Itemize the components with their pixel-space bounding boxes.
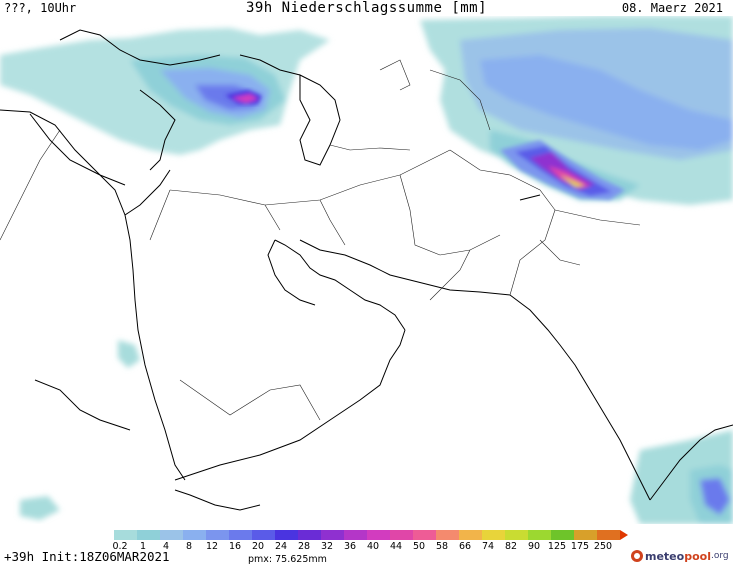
colorbar-segment (275, 530, 298, 540)
colorbar-segment (551, 530, 574, 540)
colorbar-segment (367, 530, 390, 540)
colorbar-tick-label: 82 (504, 541, 518, 552)
forecast-init: +39h Init:18Z06MAR2021 (4, 549, 170, 564)
colorbar-tick-label: 20 (251, 541, 265, 552)
colorbar-segment (413, 530, 436, 540)
colorbar-tick-label: 1 (139, 541, 147, 552)
meteopool-logo[interactable]: meteopool .org (630, 549, 730, 563)
colorbar-segment (206, 530, 229, 540)
colorbar-segment (321, 530, 344, 540)
colorbar-segment (482, 530, 505, 540)
colorbar-segment (505, 530, 528, 540)
colorbar-tick-label: 24 (274, 541, 288, 552)
precip-field-east-africa (20, 340, 140, 520)
precip-field-south-india (630, 430, 733, 524)
precip-field-caucasus-turkey (0, 28, 330, 155)
colorbar-segment (114, 530, 137, 540)
colorbar-tick-label: 0.2 (112, 541, 128, 552)
colorbar-segment (298, 530, 321, 540)
colorbar-tick-label: 50 (412, 541, 426, 552)
colorbar-tick-label: 4 (162, 541, 170, 552)
colorbar-arrow (620, 530, 628, 540)
logo-text-meteo: meteo (645, 549, 685, 563)
colorbar-ticks: 0.2 1 4 8 12 16 20 24 28 32 36 40 44 50 58 66 74 82 90 125 1… (0, 541, 733, 553)
colorbar-segment (390, 530, 413, 540)
colorbar-segment (574, 530, 597, 540)
logo-mark-icon (631, 550, 643, 562)
colorbar-segment (344, 530, 367, 540)
precip-field-pakistan-core (500, 140, 625, 200)
colorbar-tick-label: 175 (570, 541, 590, 552)
colorbar-tick-label: 8 (185, 541, 193, 552)
precip-max: pmx: 75.625mm (248, 554, 327, 565)
colorbar-tick-label: 44 (389, 541, 403, 552)
colorbar-tick-label: 250 (593, 541, 613, 552)
colorbar-tick-label: 40 (366, 541, 380, 552)
logo-text-pool: pool (684, 549, 711, 563)
precip-field-caucasus-core (225, 90, 262, 104)
valid-date: 08. Maerz 2021 (621, 1, 723, 15)
colorbar-tick-label: 32 (320, 541, 334, 552)
colorbar-tick-label: 28 (297, 541, 311, 552)
colorbar-tick-label: 90 (527, 541, 541, 552)
colorbar-segment (459, 530, 482, 540)
colorbar-segment (528, 530, 551, 540)
colorbar-segment (183, 530, 206, 540)
country-borders (0, 59, 641, 421)
legend: 0.2 1 4 8 12 16 20 24 28 32 36 40 44 50 58 66 74 82 90 125 1… (0, 527, 733, 566)
colorbar-tick-label: 66 (458, 541, 472, 552)
colorbar-segment (436, 530, 459, 540)
colorbar (114, 530, 628, 540)
colorbar-tick-label: 36 (343, 541, 357, 552)
colorbar-tick-label: 125 (547, 541, 567, 552)
colorbar-segment (160, 530, 183, 540)
logo-text-org: .org (710, 551, 729, 561)
map-title: 39h Niederschlagssumme [mm] (245, 0, 488, 16)
coastlines (0, 29, 733, 511)
precipitation-map (0, 16, 733, 524)
colorbar-segment (597, 530, 620, 540)
colorbar-tick-label: 12 (205, 541, 219, 552)
colorbar-tick-label: 16 (228, 541, 242, 552)
run-label: ???, 10Uhr (4, 1, 77, 15)
colorbar-segment (137, 530, 160, 540)
colorbar-segment (252, 530, 275, 540)
colorbar-segment (229, 530, 252, 540)
colorbar-tick-label: 74 (481, 541, 495, 552)
colorbar-tick-label: 58 (435, 541, 449, 552)
